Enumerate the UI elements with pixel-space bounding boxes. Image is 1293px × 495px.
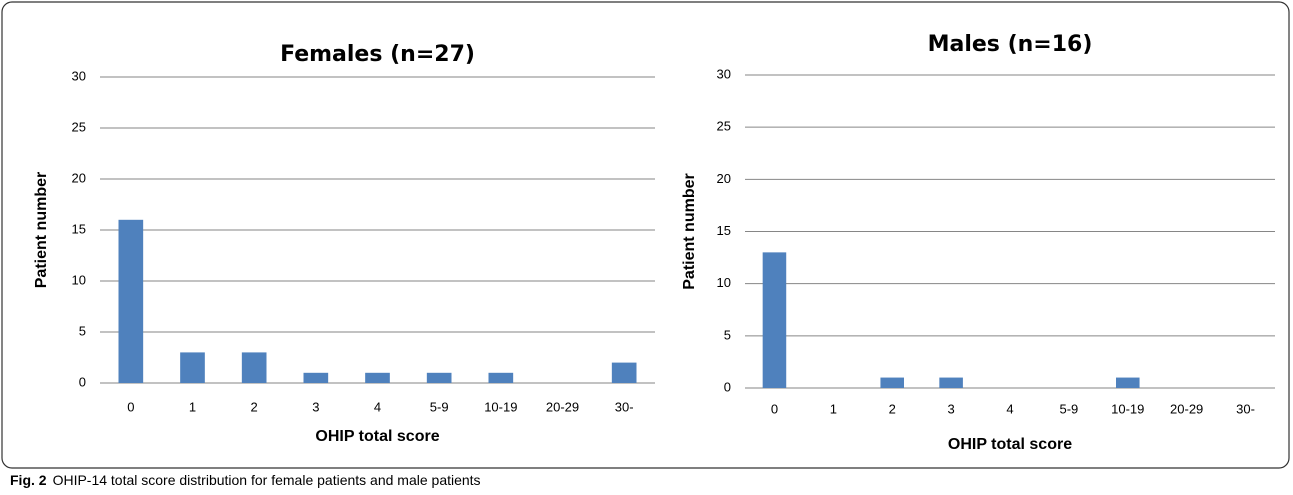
x-tick-label: 4 [374,399,381,414]
bar [939,377,963,388]
y-tick-label: 10 [72,272,86,287]
y-tick-label: 20 [72,170,86,185]
x-tick-label: 3 [947,401,954,416]
bar [180,352,205,383]
x-axis-label: OHIP total score [948,436,1072,453]
x-tick-label: 20-29 [546,399,579,414]
bar [241,352,267,383]
bar [762,252,787,388]
chart-title: Males (n=16) [928,32,1093,57]
x-tick-label: 4 [1006,401,1013,416]
bar [303,372,329,383]
x-tick-label: 0 [771,401,778,416]
chart-title: Females (n=27) [280,42,475,67]
y-tick-label: 5 [79,323,86,338]
bar [118,219,144,383]
x-axis-label: OHIP total score [315,428,439,445]
y-tick-label: 25 [72,119,86,134]
y-tick-label: 25 [717,119,731,134]
x-tick-label: 2 [251,399,258,414]
bar [488,372,514,383]
x-tick-label: 1 [830,401,837,416]
y-tick-label: 10 [717,275,731,290]
y-tick-label: 30 [72,68,86,83]
x-tick-label: 1 [189,399,196,414]
x-tick-label: 5-9 [1059,401,1078,416]
bar [1116,377,1140,388]
y-tick-label: 15 [72,221,86,236]
y-tick-label: 5 [724,327,731,342]
x-tick-label: 0 [127,399,134,414]
x-tick-label: 10-19 [484,399,517,414]
y-tick-label: 30 [717,66,731,81]
x-tick-label: 20-29 [1170,401,1203,416]
caption-label: Fig. 2 [10,472,47,488]
bar [365,372,390,383]
y-tick-label: 0 [724,379,731,394]
bar [611,362,637,383]
x-tick-label: 2 [889,401,896,416]
x-tick-label: 5-9 [430,399,449,414]
caption: Fig. 2 OHIP-14 total score distribution f… [10,472,481,488]
y-tick-label: 0 [79,374,86,389]
x-tick-label: 30- [615,399,634,414]
y-axis-label: Patient number [33,172,50,288]
x-tick-label: 10-19 [1111,401,1144,416]
x-tick-label: 30- [1236,401,1255,416]
caption-text: OHIP-14 total score distribution for fem… [53,472,481,488]
y-tick-label: 15 [717,223,731,238]
figure-border [1,1,1290,469]
bar [880,377,904,388]
x-tick-label: 3 [312,399,319,414]
y-axis-label: Patient number [681,173,698,289]
y-tick-label: 20 [717,171,731,186]
bar [426,372,452,383]
